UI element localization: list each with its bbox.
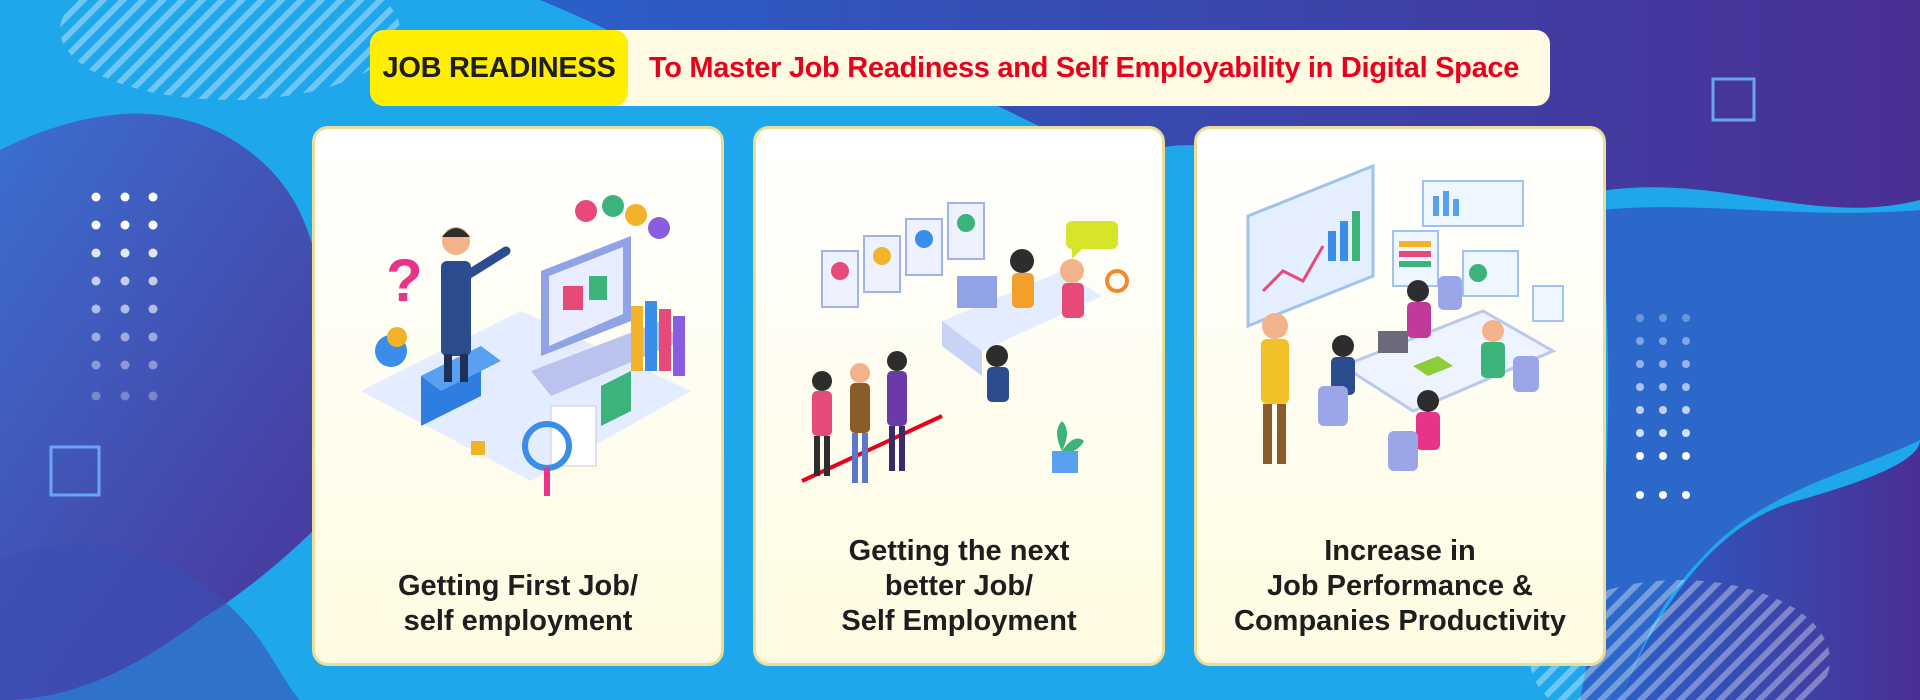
- card-performance: Increase in Job Performance & Companies …: [1194, 126, 1606, 666]
- card-first-job: ? Getting First Job/ self employment: [312, 126, 724, 666]
- interview-queue-icon: [801, 202, 1129, 483]
- person-with-laptop-job-search-icon: ?: [361, 195, 691, 496]
- card-caption-line: Getting First Job/: [397, 570, 639, 602]
- card-caption: Getting First Job/ self employment: [315, 569, 721, 639]
- card-caption-line: Getting the next: [848, 535, 1070, 567]
- header-subtitle: To Master Job Readiness and Self Employa…: [648, 51, 1520, 84]
- card-caption-line: Job Performance &: [1267, 570, 1533, 602]
- card-caption-line: Increase in: [1324, 535, 1476, 567]
- job-readiness-badge: JOB READINESS: [370, 30, 628, 106]
- card-caption-line: better Job/: [884, 570, 1034, 602]
- card-caption-line: Self Employment: [841, 605, 1077, 637]
- header-banner: JOB READINESS To Master Job Readiness an…: [370, 30, 1550, 106]
- card-caption: Increase in Job Performance & Companies …: [1197, 534, 1603, 639]
- card-caption-line: self employment: [403, 605, 633, 637]
- svg-text:?: ?: [386, 247, 423, 314]
- card-next-job: Getting the next better Job/ Self Employ…: [753, 126, 1165, 666]
- card-caption-line: Companies Productivity: [1234, 605, 1566, 637]
- team-meeting-productivity-icon: [1246, 163, 1564, 471]
- card-caption: Getting the next better Job/ Self Employ…: [756, 534, 1162, 639]
